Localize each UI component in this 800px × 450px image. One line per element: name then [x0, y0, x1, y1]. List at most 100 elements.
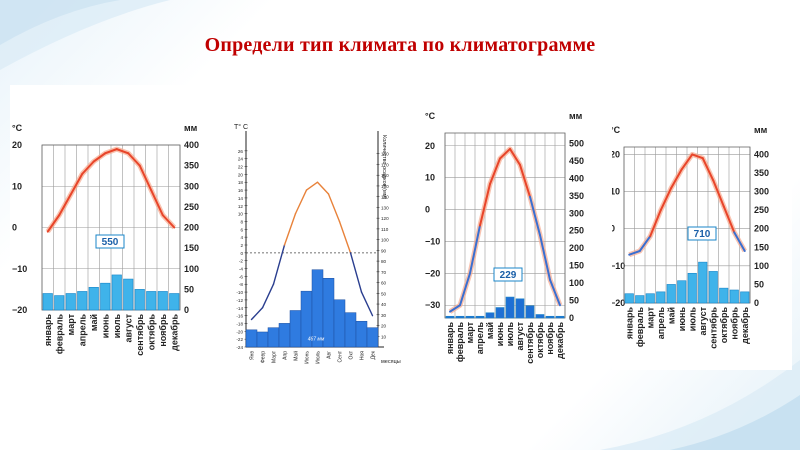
temperature-line-segment [272, 244, 286, 285]
temperature-line-segment [338, 220, 352, 254]
month-label: январь [43, 314, 53, 347]
month-label: апрель [475, 322, 485, 355]
climatogram-1: °C мм20100−10−204003503002502001501005005… [12, 123, 199, 356]
left-tick-label: 12 [238, 204, 244, 209]
left-tick-label: −10 [12, 264, 27, 274]
precipitation-bar [495, 307, 505, 319]
decorative-corner-top [0, 0, 170, 70]
left-tick-label: 0 [12, 223, 17, 233]
precipitation-bar [505, 296, 515, 319]
right-tick-label: 10 [381, 334, 387, 339]
right-tick-label: 450 [569, 156, 584, 166]
temperature-line-segment [529, 195, 541, 237]
left-tick-label: −10 [425, 236, 440, 246]
right-tick-label: 350 [754, 168, 769, 178]
month-label: Авг [327, 351, 333, 359]
temperature-line-segment [489, 157, 501, 186]
precipitation-bar [169, 293, 180, 311]
right-tick-label: 30 [381, 313, 387, 318]
month-label: июль [112, 314, 122, 339]
temperature-line-segment [701, 157, 715, 182]
precipitation-bar [322, 278, 335, 348]
left-tick-label: 10 [612, 187, 620, 197]
right-tick-label: 250 [184, 202, 199, 212]
precipitation-bar [100, 282, 111, 311]
precipitation-bar [740, 291, 750, 304]
right-tick-label: 350 [569, 191, 584, 201]
left-tick-label: 16 [238, 188, 244, 193]
right-unit-label: Количество осадков (мм) [381, 135, 387, 200]
temperature-line-segment [733, 231, 746, 252]
temperature-line-segment [150, 189, 164, 217]
month-label: март [66, 313, 76, 335]
climatogram-2: T° C26242220181614121086420-2-4-6-8-10-1… [234, 123, 401, 365]
precipitation-bar [88, 287, 99, 311]
month-label: декабрь [740, 307, 750, 344]
month-label: октябрь [535, 322, 545, 359]
left-tick-label: 20 [12, 140, 22, 150]
precipitation-bar [111, 274, 122, 311]
right-tick-label: 80 [381, 259, 387, 264]
precipitation-bar [645, 293, 655, 304]
left-tick-label: −20 [425, 268, 440, 278]
left-tick-label: 0 [425, 205, 430, 215]
right-tick-label: 200 [569, 243, 584, 253]
month-label: октябрь [146, 314, 156, 351]
precipitation-bar [455, 315, 465, 319]
left-tick-label: -18 [236, 321, 243, 326]
right-tick-label: 0 [184, 305, 189, 315]
temperature-line-segment [81, 160, 95, 175]
left-tick-label: -24 [236, 345, 243, 350]
left-tick-label: -8 [239, 282, 244, 287]
right-tick-label: 400 [754, 149, 769, 159]
climatogram-3: °C мм20100−10−20−305004504003503002502001… [425, 111, 584, 364]
annual-precipitation-label: 710 [694, 229, 711, 240]
month-label: декабрь [555, 322, 565, 359]
month-label: октябрь [719, 307, 729, 344]
temperature-line-segment [659, 186, 673, 212]
temperature-line-segment [127, 152, 141, 167]
right-tick-label: 170 [381, 162, 389, 167]
left-unit-label: °C [612, 125, 621, 135]
right-tick-label: 140 [381, 195, 389, 200]
left-tick-label: 8 [240, 219, 243, 224]
left-tick-label: −30 [425, 300, 440, 310]
month-label: Февр [261, 351, 267, 363]
climatogram-4: °Cмм20100−10−204003503002502001501005007… [610, 125, 769, 349]
temperature-line-segment [670, 168, 683, 189]
temperature-line-segment [250, 307, 264, 321]
annual-precipitation-box [95, 234, 125, 249]
month-label: ноябрь [729, 307, 739, 340]
right-tick-label: 300 [754, 187, 769, 197]
month-label: февраль [54, 314, 64, 355]
month-label: июль [505, 322, 515, 347]
left-tick-label: -16 [236, 314, 243, 319]
precipitation-bar [278, 323, 291, 348]
climatogram-3-panel: °C мм 20 10 0 −10 −20 −30 500 450 400 350 300 250 200 1… [423, 85, 601, 370]
month-label: август [698, 306, 708, 335]
temperature-line-segment [499, 147, 511, 160]
temperature-line-segment [283, 212, 297, 246]
right-unit-label: мм [754, 125, 768, 135]
temperature-line-segment [115, 148, 130, 155]
month-label: Окт [349, 350, 355, 359]
right-tick-label: 50 [184, 284, 194, 294]
right-tick-label: 150 [754, 242, 769, 252]
right-tick-label: 90 [381, 248, 387, 253]
right-tick-label: 130 [381, 205, 389, 210]
temperature-line-segment [327, 193, 341, 223]
right-tick-label: 400 [569, 173, 584, 183]
month-label: сентябрь [525, 322, 535, 364]
precipitation-bar [289, 310, 302, 348]
right-tick-label: 150 [569, 261, 584, 271]
month-label: ноябрь [158, 314, 168, 347]
month-label: август [515, 321, 525, 350]
precipitation-bar [656, 291, 666, 304]
temperature-line-segment [69, 172, 84, 196]
left-tick-label: 14 [238, 196, 244, 201]
temperature-line-segment [722, 205, 736, 234]
precipitation-bar [344, 312, 357, 348]
precipitation-bar [515, 298, 525, 319]
precipitation-bar [445, 315, 455, 319]
left-tick-label: -12 [236, 298, 243, 303]
